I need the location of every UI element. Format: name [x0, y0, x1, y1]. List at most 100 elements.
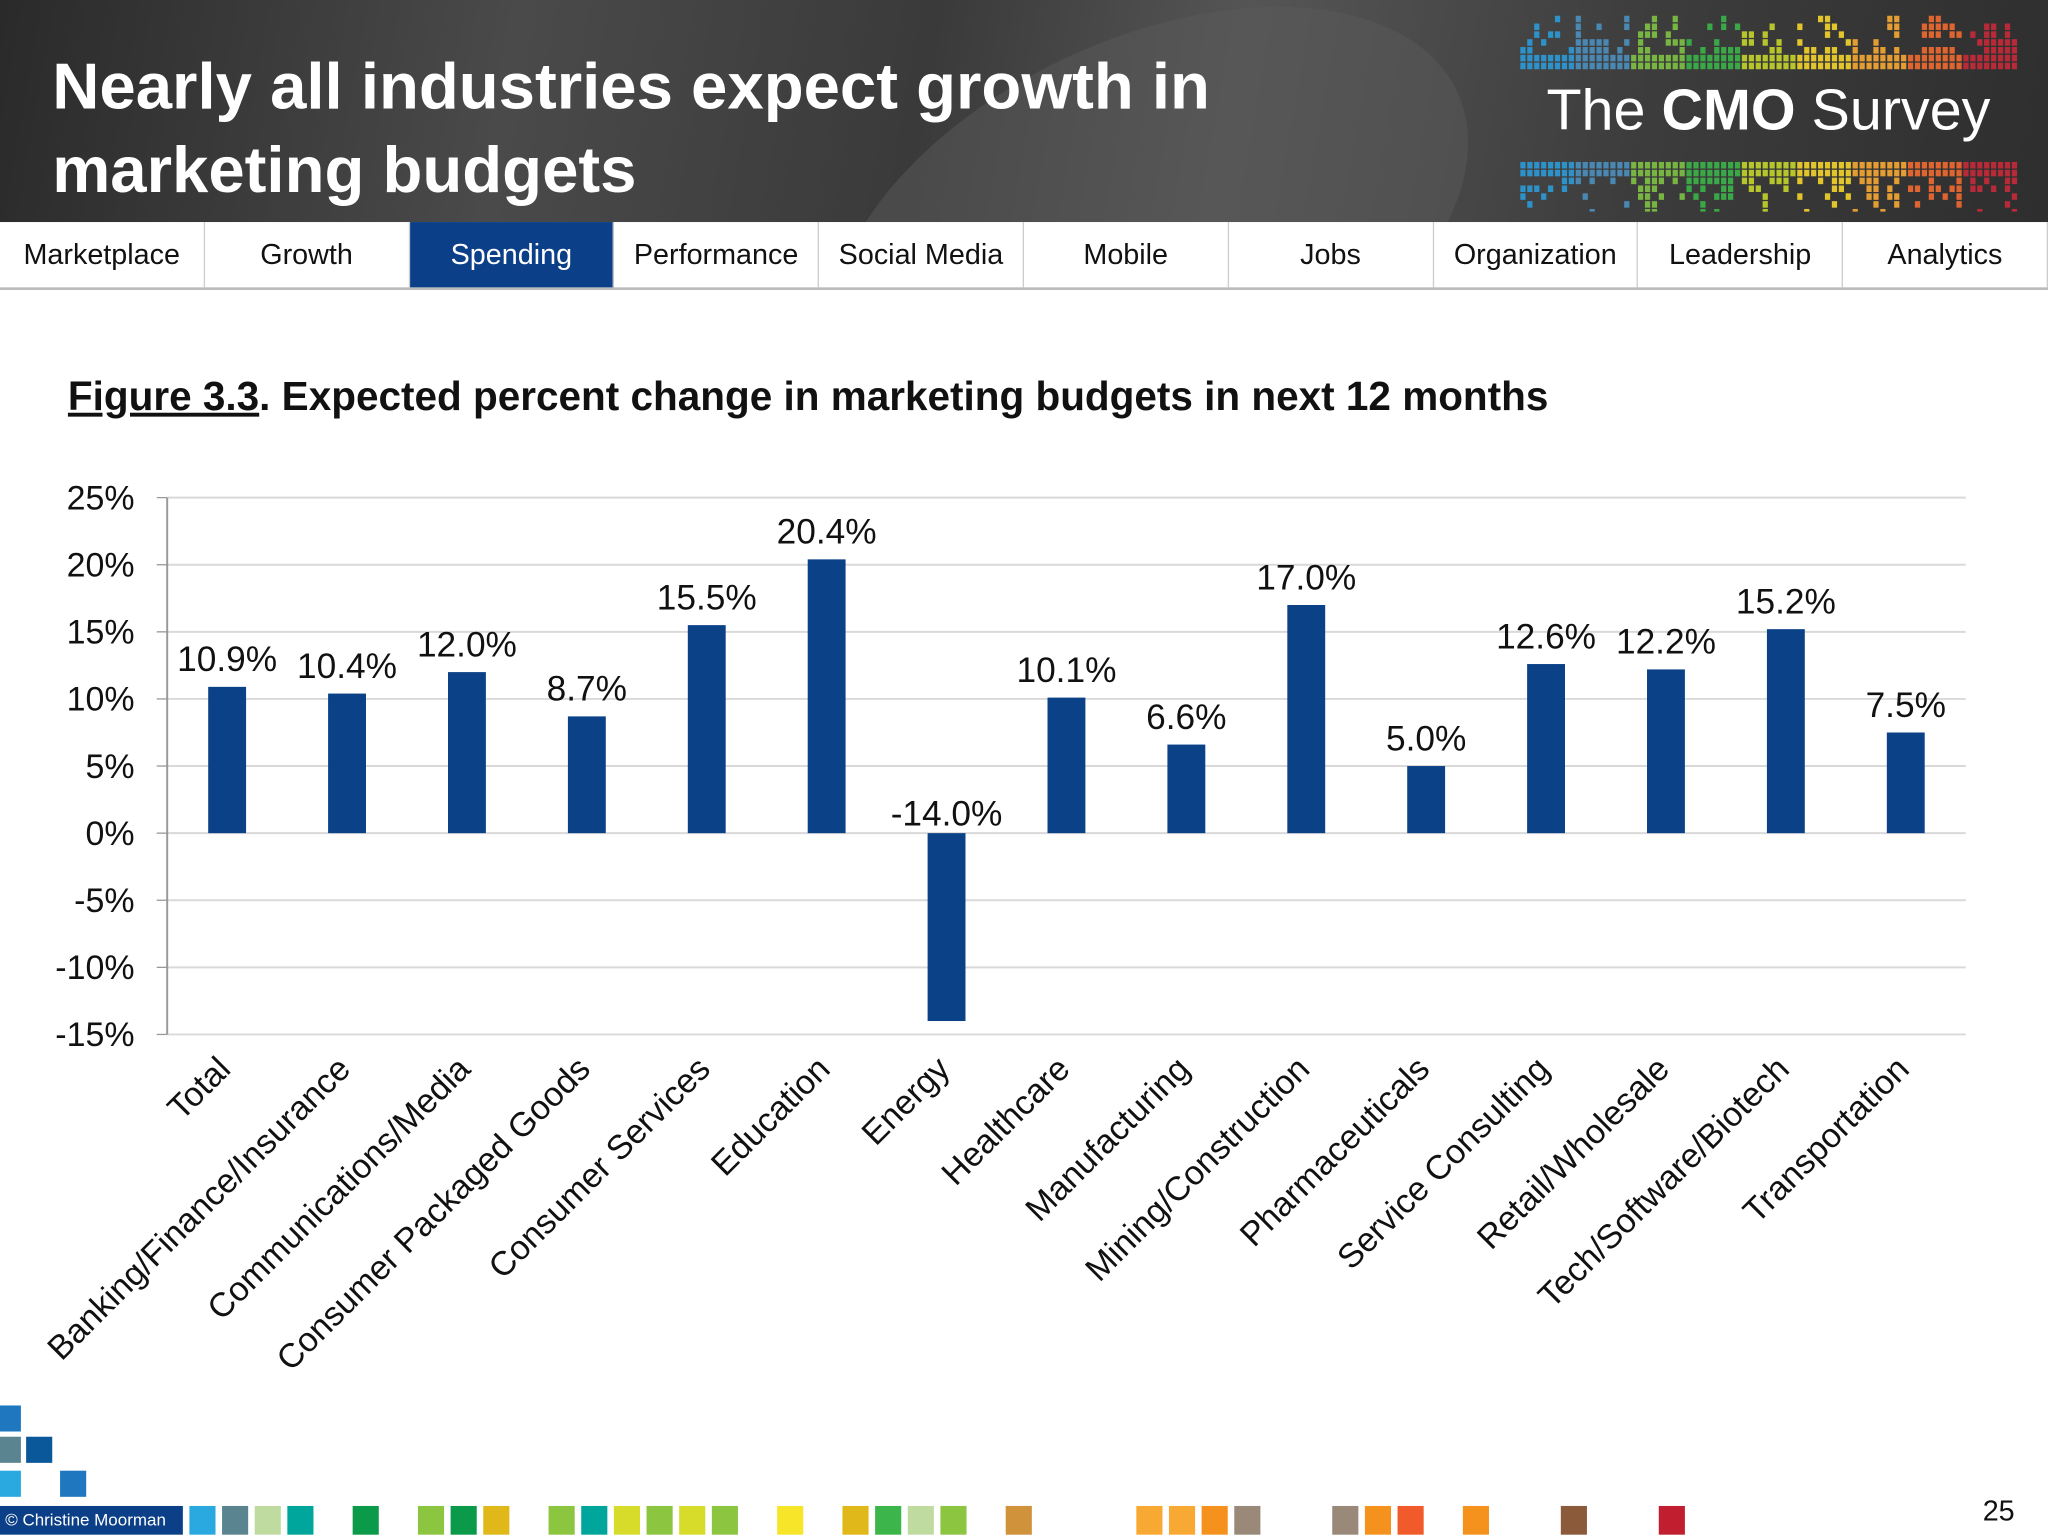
logo-pixel	[1970, 161, 1976, 169]
tab-organization[interactable]: Organization	[1434, 222, 1639, 288]
tab-growth[interactable]: Growth	[205, 222, 410, 288]
tab-performance[interactable]: Performance	[614, 222, 820, 288]
logo-pixel	[1866, 161, 1872, 169]
decor-strip-square	[1364, 1505, 1392, 1535]
logo-pixel	[1603, 47, 1609, 54]
logo-pixel	[1783, 62, 1789, 70]
decor-strip-square	[581, 1505, 608, 1535]
logo-pixel	[1928, 54, 1934, 62]
data-label: 15.5%	[657, 578, 757, 617]
logo-pixel	[1582, 169, 1588, 177]
logo-pixel	[1824, 193, 1831, 200]
y-tick-label: -15%	[55, 1016, 134, 1054]
logo-pixel	[1603, 161, 1609, 169]
logo-pixel	[1977, 208, 1983, 216]
logo-pixel	[1887, 169, 1893, 177]
logo-pixel	[1658, 62, 1664, 70]
logo-pixel	[1880, 161, 1886, 169]
logo-pixel	[1977, 54, 1983, 62]
logo-pixel	[1852, 62, 1858, 70]
logo-pixel	[2004, 47, 2011, 54]
logo-pixel	[1831, 161, 1838, 169]
logo-pixel	[1997, 161, 2004, 169]
logo-pixel	[1942, 54, 1948, 62]
logo-pixel	[1707, 62, 1713, 70]
category-label: Mining/Construction	[1078, 1050, 1317, 1289]
logo-pixel	[1714, 177, 1720, 185]
logo-pixel	[1686, 185, 1692, 192]
tab-marketplace[interactable]: Marketplace	[0, 222, 205, 288]
logo-pixel	[1866, 62, 1872, 70]
tab-leadership[interactable]: Leadership	[1638, 222, 1844, 288]
logo-pixel	[1797, 161, 1803, 169]
logo-pixel	[1541, 193, 1547, 200]
logo-pixel	[1914, 201, 1921, 208]
logo-pixel	[1582, 161, 1588, 169]
logo-pixel	[1651, 31, 1658, 38]
logo-pixel	[1970, 31, 1976, 38]
logo-pixel	[1624, 161, 1630, 169]
logo-pixel	[1568, 54, 1575, 62]
bar	[927, 833, 966, 1022]
logo-pixel	[1610, 177, 1616, 185]
logo-pixel	[1714, 62, 1720, 70]
logo-pixel	[1741, 62, 1748, 70]
logo-pixel	[1589, 161, 1595, 169]
tab-social-media[interactable]: Social Media	[819, 222, 1024, 288]
logo-pixel	[1783, 169, 1789, 177]
logo-pixel	[1707, 161, 1713, 169]
logo-pixel	[2011, 39, 2018, 46]
logo-pixel	[1963, 62, 1969, 70]
logo-pixel	[1527, 62, 1533, 70]
logo-pixel	[1734, 23, 1741, 31]
y-tick-label: 5%	[85, 748, 134, 786]
logo-pixel	[1880, 62, 1886, 70]
logo-pixel	[1838, 54, 1844, 62]
logo-pixel	[1541, 169, 1547, 177]
logo-pixel	[1783, 161, 1789, 169]
figure-title: Figure 3.3. Expected percent change in m…	[68, 374, 1548, 421]
logo-pixel	[1977, 62, 1983, 70]
logo-pixel	[1534, 161, 1540, 169]
y-tick-label: -5%	[74, 882, 134, 920]
logo-pixel	[1811, 47, 1817, 54]
logo-pixel	[1859, 177, 1865, 185]
bar	[1167, 744, 1206, 834]
decor-strip-square	[1234, 1505, 1261, 1535]
logo-pixel	[1873, 177, 1879, 185]
logo-pixel	[1638, 185, 1644, 192]
logo-pixel	[1624, 39, 1630, 46]
logo-pixel	[1741, 39, 1748, 46]
logo-pixel	[1534, 31, 1540, 38]
logo-pixel	[1894, 169, 1900, 177]
logo-pixel	[1624, 54, 1630, 62]
logo-pixel	[1700, 54, 1706, 62]
logo-pixel	[1838, 169, 1844, 177]
logo-pixel	[1541, 39, 1547, 46]
logo-pixel	[1554, 54, 1561, 62]
logo-pixel	[1700, 185, 1706, 192]
logo-pixel	[1984, 23, 1990, 31]
logo-pixel	[1721, 161, 1727, 169]
decor-strip-square	[483, 1505, 510, 1535]
logo-pixel	[1817, 62, 1824, 70]
logo-pixel	[1970, 185, 1976, 192]
logo-pixel	[1935, 62, 1941, 70]
logo-pixel	[1727, 177, 1734, 185]
y-tick-label: 20%	[67, 546, 135, 584]
logo-pixel	[1561, 62, 1568, 70]
tab-spending[interactable]: Spending	[409, 222, 615, 288]
logo-pixel	[1956, 62, 1962, 70]
logo-pixel	[1755, 185, 1761, 192]
logo-pixel	[1548, 169, 1554, 177]
logo-pixel	[1824, 23, 1831, 31]
logo-pixel	[1755, 54, 1761, 62]
tab-jobs[interactable]: Jobs	[1229, 222, 1434, 288]
tab-mobile[interactable]: Mobile	[1024, 222, 1229, 288]
logo-pixel	[1831, 47, 1838, 54]
logo-pixel	[1790, 161, 1796, 169]
tab-analytics[interactable]: Analytics	[1843, 222, 2048, 288]
logo-pixel	[1582, 47, 1588, 54]
footer-color-strip	[0, 1405, 1685, 1535]
logo-pixel	[1568, 47, 1575, 54]
